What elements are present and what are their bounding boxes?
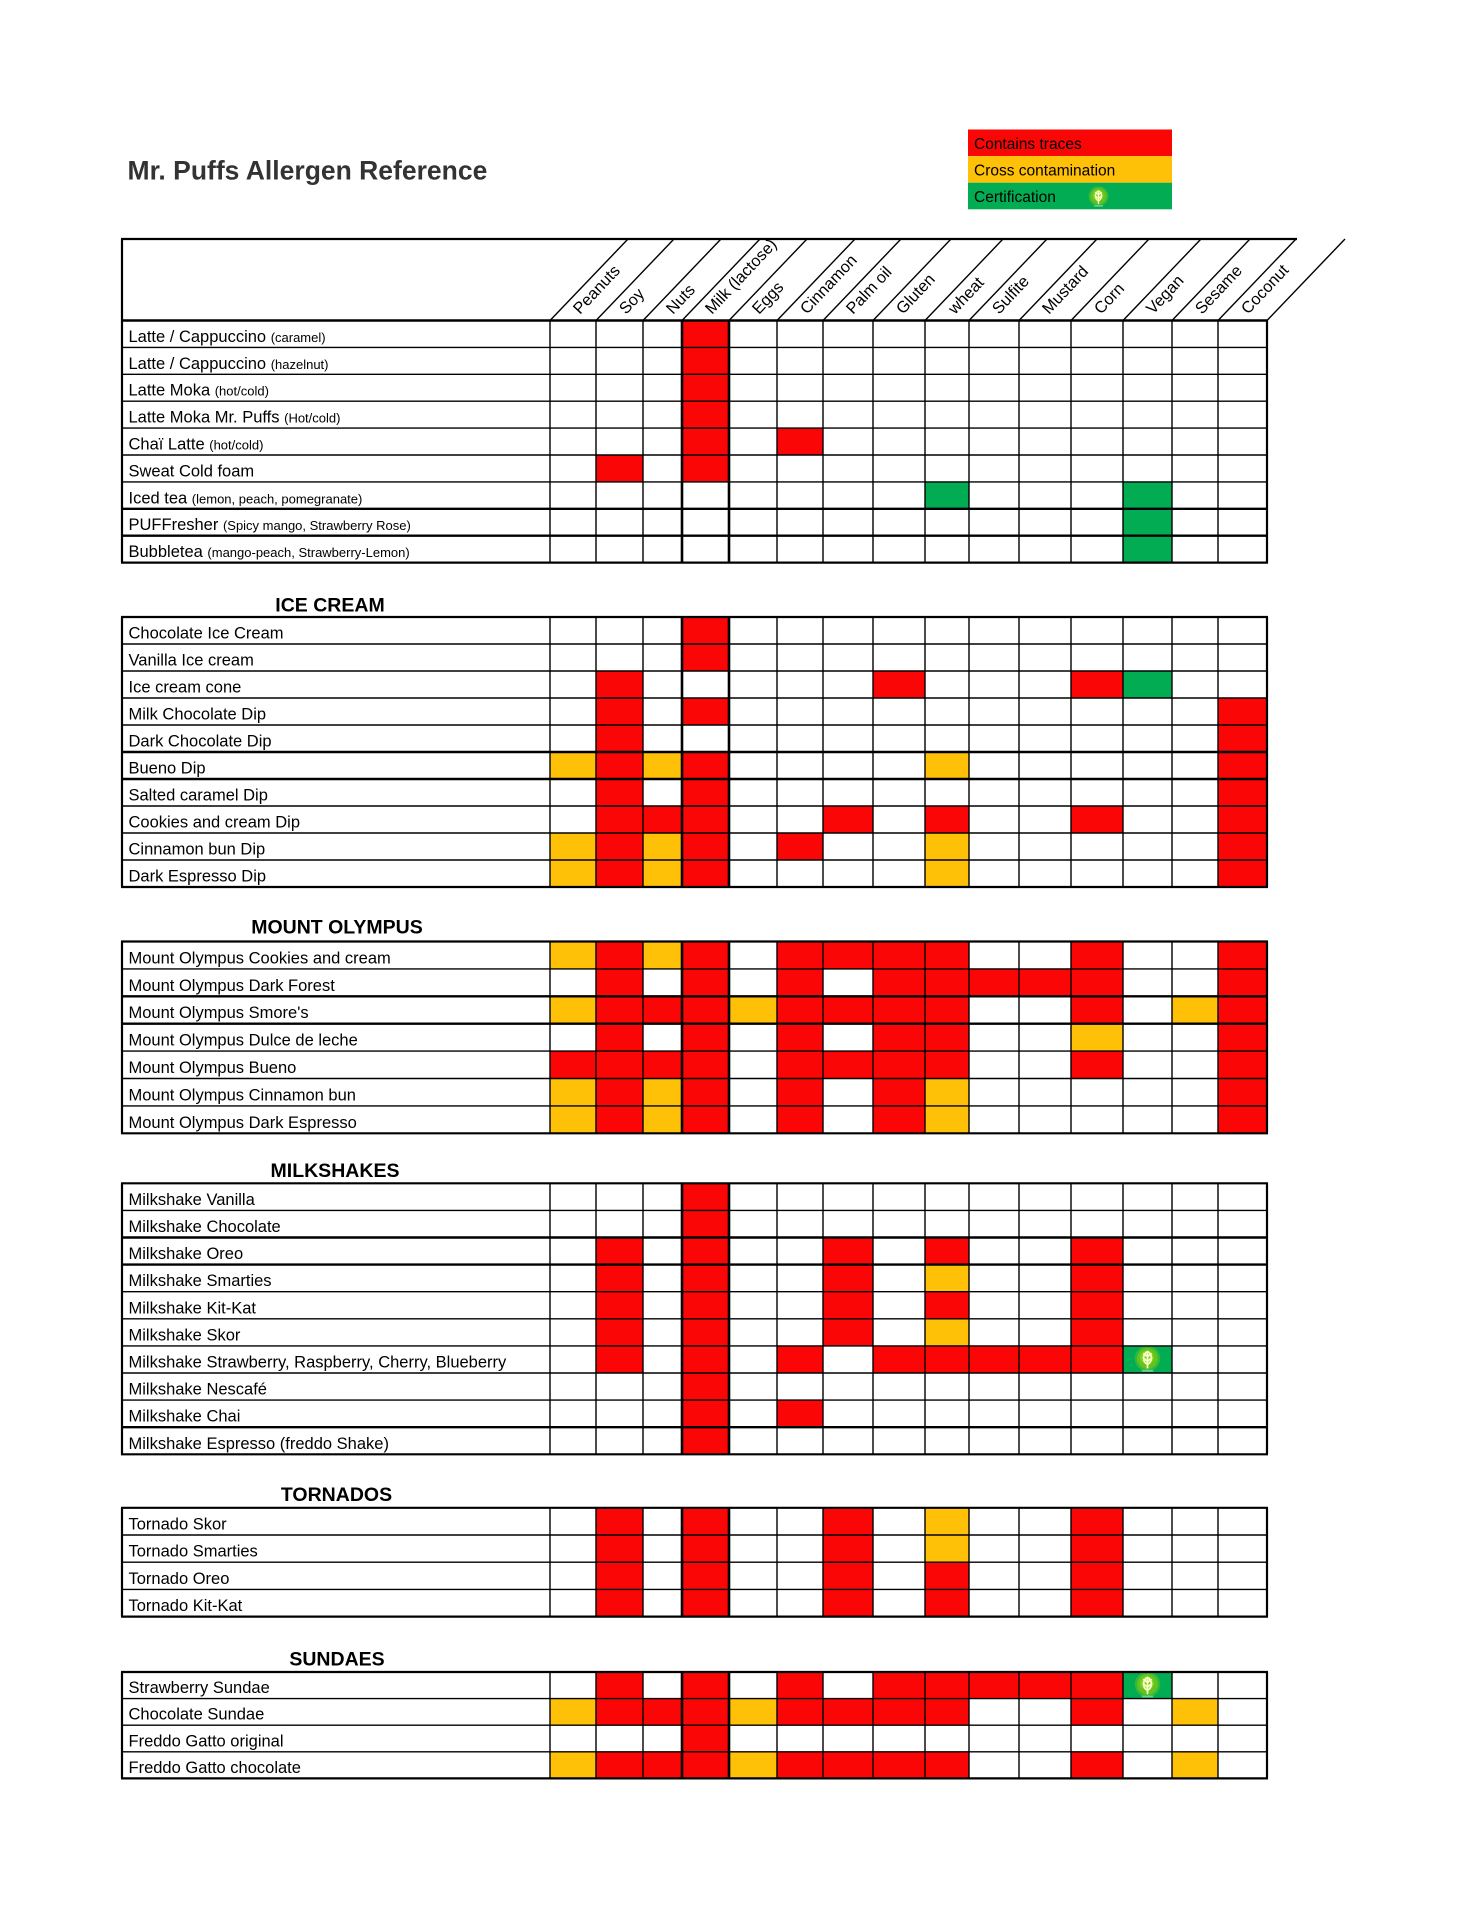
svg-text:Milkshake Kit-Kat: Milkshake Kit-Kat bbox=[129, 1299, 257, 1317]
svg-text:Tornado Smarties: Tornado Smarties bbox=[129, 1543, 258, 1561]
svg-text:Ice cream cone: Ice cream cone bbox=[129, 679, 242, 697]
svg-text:Milk Chocolate Dip: Milk Chocolate Dip bbox=[129, 706, 267, 724]
svg-text:PUFFresher (Spicy mango, Straw: PUFFresher (Spicy mango, Strawberry Rose… bbox=[129, 516, 411, 534]
svg-text:Freddo Gatto original: Freddo Gatto original bbox=[129, 1732, 284, 1750]
svg-text:Chocolate Sundae: Chocolate Sundae bbox=[129, 1706, 265, 1724]
svg-text:Chaï Latte (hot/cold): Chaï Latte (hot/cold) bbox=[129, 436, 264, 454]
svg-text:Milkshake Vanilla: Milkshake Vanilla bbox=[129, 1191, 256, 1209]
svg-text:TORNADOS: TORNADOS bbox=[281, 1484, 392, 1506]
svg-text:Freddo Gatto chocolate: Freddo Gatto chocolate bbox=[129, 1759, 301, 1777]
svg-text:Salted caramel Dip: Salted caramel Dip bbox=[129, 787, 268, 805]
svg-text:Sweat Cold foam: Sweat Cold foam bbox=[129, 462, 255, 480]
svg-text:Milkshake Skor: Milkshake Skor bbox=[129, 1326, 241, 1344]
svg-text:Latte Moka (hot/cold): Latte Moka (hot/cold) bbox=[129, 382, 269, 400]
svg-text:Mount Olympus Smore's: Mount Olympus Smore's bbox=[129, 1004, 309, 1022]
svg-text:Tornado Skor: Tornado Skor bbox=[129, 1516, 228, 1534]
svg-text:Latte / Cappuccino (caramel): Latte / Cappuccino (caramel) bbox=[129, 328, 326, 346]
svg-text:Dark Espresso Dip: Dark Espresso Dip bbox=[129, 868, 267, 886]
svg-text:Milkshake Espresso (freddo Sha: Milkshake Espresso (freddo Shake) bbox=[129, 1435, 389, 1453]
svg-text:Tornado Oreo: Tornado Oreo bbox=[129, 1570, 230, 1588]
svg-text:Iced tea (lemon, peach, pomegr: Iced tea (lemon, peach, pomegranate) bbox=[129, 489, 363, 507]
svg-text:Cookies and cream Dip: Cookies and cream Dip bbox=[129, 814, 301, 832]
svg-text:Mount Olympus Cookies and crea: Mount Olympus Cookies and cream bbox=[129, 949, 391, 967]
svg-text:Mount Olympus Dulce de leche: Mount Olympus Dulce de leche bbox=[129, 1032, 358, 1050]
svg-text:MILKSHAKES: MILKSHAKES bbox=[271, 1160, 400, 1182]
svg-text:Latte / Cappuccino (hazelnut): Latte / Cappuccino (hazelnut) bbox=[129, 355, 329, 373]
svg-text:Strawberry Sundae: Strawberry Sundae bbox=[129, 1679, 270, 1697]
svg-text:Vanilla Ice cream: Vanilla Ice cream bbox=[129, 652, 254, 670]
svg-text:Milkshake Chocolate: Milkshake Chocolate bbox=[129, 1218, 281, 1236]
svg-text:Latte Moka Mr. Puffs (Hot/cold: Latte Moka Mr. Puffs (Hot/cold) bbox=[129, 409, 341, 427]
svg-text:Bubbletea (mango-peach, Strawb: Bubbletea (mango-peach, Strawberry-Lemon… bbox=[129, 543, 410, 561]
svg-text:Dark Chocolate Dip: Dark Chocolate Dip bbox=[129, 733, 272, 751]
svg-text:ICE CREAM: ICE CREAM bbox=[275, 595, 384, 617]
svg-text:Tornado Kit-Kat: Tornado Kit-Kat bbox=[129, 1597, 243, 1615]
svg-text:SUNDAES: SUNDAES bbox=[289, 1649, 384, 1671]
svg-text:Milkshake Smarties: Milkshake Smarties bbox=[129, 1272, 272, 1290]
svg-text:Bueno Dip: Bueno Dip bbox=[129, 760, 206, 778]
svg-text:Chocolate Ice Cream: Chocolate Ice Cream bbox=[129, 625, 284, 643]
svg-text:Milkshake Strawberry, Raspberr: Milkshake Strawberry, Raspberry, Cherry,… bbox=[129, 1354, 508, 1372]
svg-text:Mount Olympus Dark Espresso: Mount Olympus Dark Espresso bbox=[129, 1114, 357, 1132]
svg-text:Milkshake Oreo: Milkshake Oreo bbox=[129, 1245, 244, 1263]
svg-text:Certification: Certification bbox=[974, 189, 1056, 206]
svg-text:Mr. Puffs Allergen Reference: Mr. Puffs Allergen Reference bbox=[128, 156, 488, 186]
svg-text:Mount Olympus Dark Forest: Mount Olympus Dark Forest bbox=[129, 977, 336, 995]
svg-text:Cinnamon bun Dip: Cinnamon bun Dip bbox=[129, 841, 266, 859]
svg-text:Milkshake Nescafé: Milkshake Nescafé bbox=[129, 1381, 267, 1399]
svg-text:Milkshake Chai: Milkshake Chai bbox=[129, 1408, 241, 1426]
svg-text:Mount Olympus Cinnamon bun: Mount Olympus Cinnamon bun bbox=[129, 1086, 356, 1104]
svg-text:MOUNT OLYMPUS: MOUNT OLYMPUS bbox=[251, 917, 423, 939]
svg-text:Contains traces: Contains traces bbox=[974, 136, 1082, 153]
svg-text:Mount Olympus Bueno: Mount Olympus Bueno bbox=[129, 1059, 297, 1077]
svg-text:Cross contamination: Cross contamination bbox=[974, 163, 1115, 180]
